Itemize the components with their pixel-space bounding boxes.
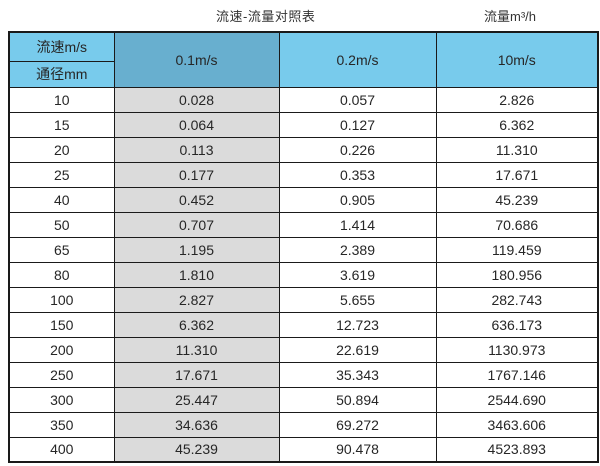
table-row: 65 1.195 2.389 119.459 (8, 236, 599, 263)
flow-value-cell: 2544.690 (435, 386, 599, 413)
flow-value-cell: 0.353 (278, 161, 437, 188)
flow-value-cell: 0.452 (113, 186, 280, 213)
diameter-cell: 250 (8, 361, 115, 388)
flow-rate-table: 流速m/s 0.1m/s 0.2m/s 10m/s 通径mm 10 0.028 … (8, 31, 599, 463)
flow-value-cell: 50.894 (278, 386, 437, 413)
column-header-0-1ms: 0.1m/s (113, 31, 280, 88)
header-row-bottom: 通径mm (8, 60, 598, 88)
diameter-header-cell: 通径mm (8, 60, 115, 88)
flow-value-cell: 35.343 (278, 361, 437, 388)
flow-value-cell: 2.826 (435, 86, 599, 113)
table-row: 300 25.447 50.894 2544.690 (8, 386, 599, 413)
flow-unit-label: 流量m³/h (484, 9, 537, 24)
diameter-cell: 10 (8, 86, 115, 113)
header-row-top: 流速m/s 0.1m/s 0.2m/s 10m/s (8, 31, 599, 88)
flow-value-cell: 2.389 (278, 236, 437, 263)
flow-value-cell: 0.707 (113, 211, 280, 238)
diameter-cell: 40 (8, 186, 115, 213)
flow-value-cell: 1767.146 (435, 361, 599, 388)
flow-value-cell: 0.057 (278, 86, 437, 113)
table-row: 40 0.452 0.905 45.239 (8, 186, 599, 213)
table-row: 350 34.636 69.272 3463.606 (8, 411, 599, 438)
flow-value-cell: 11.310 (113, 336, 280, 363)
flow-value-cell: 17.671 (113, 361, 280, 388)
table-row: 10 0.028 0.057 2.826 (8, 86, 599, 113)
flow-value-cell: 4523.893 (435, 436, 599, 463)
velocity-header-cell: 流速m/s (8, 31, 115, 62)
table-row: 50 0.707 1.414 70.686 (8, 211, 599, 238)
column-header-0-2ms: 0.2m/s (278, 31, 437, 88)
flow-value-cell: 180.956 (435, 261, 599, 288)
table-row: 20 0.113 0.226 11.310 (8, 136, 599, 163)
table-row: 200 11.310 22.619 1130.973 (8, 336, 599, 363)
flow-value-cell: 70.686 (435, 211, 599, 238)
flow-value-cell: 0.177 (113, 161, 280, 188)
diameter-cell: 25 (8, 161, 115, 188)
diameter-cell: 400 (8, 436, 115, 463)
flow-value-cell: 119.459 (435, 236, 599, 263)
flow-value-cell: 0.226 (278, 136, 437, 163)
diameter-cell: 20 (8, 136, 115, 163)
table-row: 25 0.177 0.353 17.671 (8, 161, 599, 188)
flow-value-cell: 22.619 (278, 336, 437, 363)
flow-value-cell: 3463.606 (435, 411, 599, 438)
flow-value-cell: 6.362 (435, 111, 599, 138)
flow-value-cell: 0.127 (278, 111, 437, 138)
diameter-cell: 15 (8, 111, 115, 138)
diameter-cell: 100 (8, 286, 115, 313)
diameter-cell: 80 (8, 261, 115, 288)
flow-value-cell: 11.310 (435, 136, 599, 163)
diameter-cell: 200 (8, 336, 115, 363)
column-header-10ms: 10m/s (435, 31, 599, 88)
flow-value-cell: 45.239 (435, 186, 599, 213)
title-bar: 流速-流量对照表 流量m³/h (0, 0, 600, 31)
flow-value-cell: 6.362 (113, 311, 280, 338)
diameter-cell: 65 (8, 236, 115, 263)
flow-value-cell: 45.239 (113, 436, 280, 463)
diameter-cell: 300 (8, 386, 115, 413)
flow-value-cell: 90.478 (278, 436, 437, 463)
diameter-cell: 150 (8, 311, 115, 338)
flow-value-cell: 34.636 (113, 411, 280, 438)
flow-value-cell: 5.655 (278, 286, 437, 313)
flow-value-cell: 12.723 (278, 311, 437, 338)
page-title: 流速-流量对照表 (216, 9, 316, 24)
flow-value-cell: 25.447 (113, 386, 280, 413)
table-row: 150 6.362 12.723 636.173 (8, 311, 599, 338)
flow-value-cell: 1130.973 (435, 336, 599, 363)
flow-value-cell: 17.671 (435, 161, 599, 188)
flow-value-cell: 0.028 (113, 86, 280, 113)
flow-value-cell: 1.810 (113, 261, 280, 288)
flow-value-cell: 3.619 (278, 261, 437, 288)
flow-value-cell: 0.113 (113, 136, 280, 163)
table-row: 400 45.239 90.478 4523.893 (8, 436, 599, 463)
flow-value-cell: 0.064 (113, 111, 280, 138)
diameter-cell: 50 (8, 211, 115, 238)
flow-value-cell: 636.173 (435, 311, 599, 338)
table-row: 15 0.064 0.127 6.362 (8, 111, 599, 138)
flow-value-cell: 2.827 (113, 286, 280, 313)
table-row: 100 2.827 5.655 282.743 (8, 286, 599, 313)
flow-value-cell: 1.195 (113, 236, 280, 263)
table-row: 250 17.671 35.343 1767.146 (8, 361, 599, 388)
flow-value-cell: 0.905 (278, 186, 437, 213)
flow-value-cell: 69.272 (278, 411, 437, 438)
table-row: 80 1.810 3.619 180.956 (8, 261, 599, 288)
flow-value-cell: 282.743 (435, 286, 599, 313)
flow-value-cell: 1.414 (278, 211, 437, 238)
diameter-cell: 350 (8, 411, 115, 438)
